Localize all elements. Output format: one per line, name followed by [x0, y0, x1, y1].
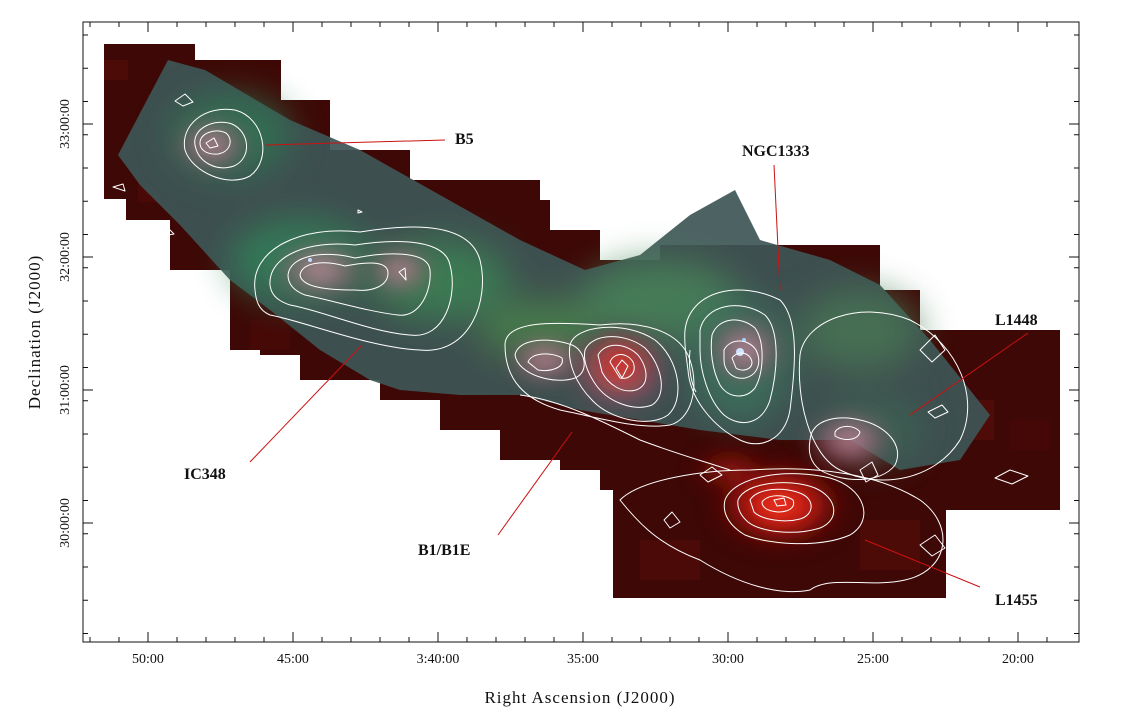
- x-tick-label: 25:00: [857, 652, 889, 667]
- region-label-ngc1333: NGC1333: [742, 143, 810, 160]
- leader-line-ngc1333: [773, 164, 781, 291]
- x-tick-label: 50:00: [132, 652, 164, 667]
- x-axis-title: Right Ascension (J2000): [484, 688, 675, 707]
- x-tick-label: 45:00: [277, 652, 309, 667]
- sky-image: [104, 44, 1060, 598]
- intensity-contours: [112, 93, 1029, 593]
- y-tick-label: 31:00:00: [58, 365, 73, 415]
- region-label-b5: B5: [455, 131, 474, 148]
- y-tick-label: 30:00:00: [58, 498, 73, 548]
- x-axis-ticks: 50:00 45:00 3:40:00 35:00 30:00 25:00 20:00: [89, 22, 1048, 667]
- y-axis-ticks: 33:00:00 32:00:00 31:00:00 30:00:00: [58, 34, 1079, 634]
- leader-line-b5: [264, 139, 446, 146]
- x-tick-label: 3:40:00: [417, 652, 460, 667]
- region-label-l1455: L1455: [995, 592, 1038, 609]
- y-tick-label: 33:00:00: [58, 99, 73, 149]
- x-tick-label: 30:00: [712, 652, 744, 667]
- leader-line-l1448: [909, 332, 1029, 416]
- x-tick-label: 20:00: [1002, 652, 1034, 667]
- region-labels: B5 NGC1333 L1448 IC348 B1/B1E L1455: [184, 131, 1038, 609]
- x-tick-label: 35:00: [567, 652, 599, 667]
- leader-line-l1455: [864, 539, 981, 588]
- leader-line-ic348: [249, 344, 363, 463]
- leader-line-b1: [497, 431, 573, 536]
- region-label-ic348: IC348: [184, 466, 226, 483]
- leader-lines: [249, 139, 1029, 588]
- region-label-l1448: L1448: [995, 312, 1038, 329]
- region-label-b1: B1/B1E: [418, 542, 470, 559]
- y-axis-title: Declination (J2000): [25, 255, 44, 410]
- y-tick-label: 32:00:00: [58, 232, 73, 282]
